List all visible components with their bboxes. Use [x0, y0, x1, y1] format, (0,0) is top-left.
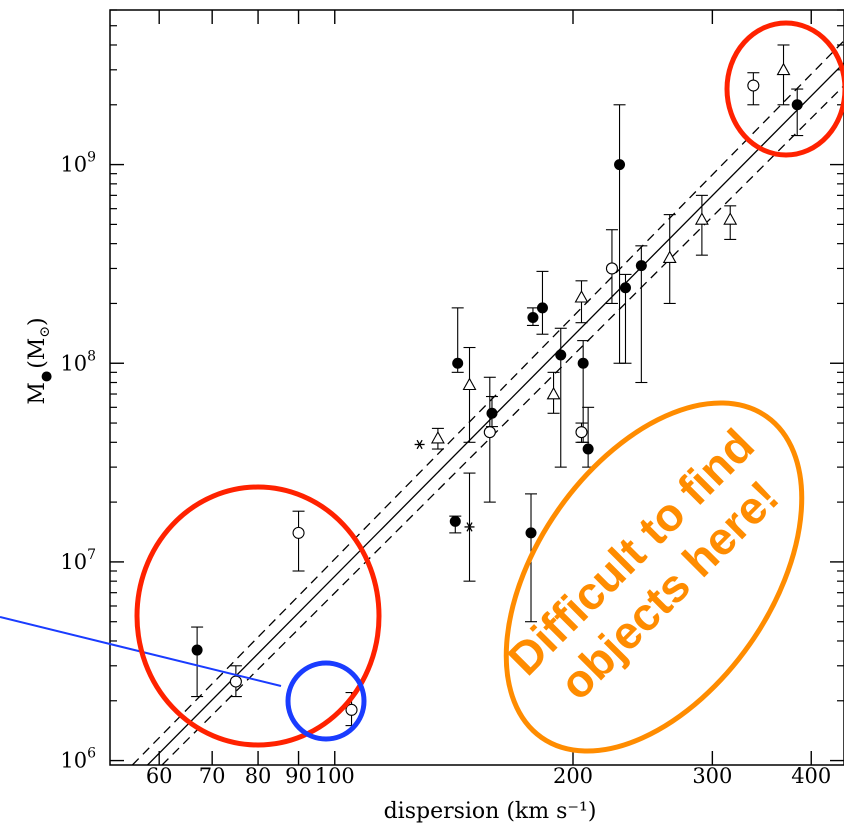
data-point-filled-circle: [526, 307, 539, 326]
x-tick-label: 300: [692, 764, 732, 788]
data-point-filled-circle: [619, 273, 632, 364]
data-point-filled-circle: [613, 104, 626, 364]
plot-frame: [109, 9, 844, 766]
data-point-open-triangle: [430, 427, 445, 450]
marker-filled-circle: [536, 302, 548, 314]
marker-open-circle: [229, 675, 242, 688]
marker-filled-circle: [635, 260, 647, 272]
marker-open-triangle: [430, 430, 445, 444]
marker-open-triangle: [662, 250, 677, 264]
marker-open-circle: [292, 526, 305, 539]
x-tick-label: 100: [315, 764, 355, 788]
y-axis-title-unit-close: ): [25, 317, 50, 326]
data-point-filled-circle: [191, 626, 204, 698]
x-tick-label: 90: [285, 764, 312, 788]
data-point-asterisk: [414, 439, 425, 450]
orange-ellipse: [503, 400, 805, 754]
marker-open-triangle: [546, 386, 561, 400]
tick-labels: 60 70 80 90 100 200 300 400 106 107 108 109: [60, 150, 831, 788]
x-tick-label: 60: [146, 764, 173, 788]
data-point-open-circle: [747, 72, 760, 106]
marker-filled-circle: [449, 515, 461, 527]
marker-open-triangle: [776, 62, 791, 76]
marker-filled-circle: [527, 311, 539, 323]
marker-filled-circle: [791, 99, 803, 111]
data-point-open-circle: [229, 665, 242, 698]
red-circle-high-mass: [724, 20, 844, 158]
data-point-open-circle: [605, 229, 619, 304]
marker-filled-circle: [614, 159, 626, 171]
marker-filled-circle: [582, 443, 594, 455]
data-point-filled-circle: [485, 395, 498, 428]
marker-filled-circle: [525, 527, 537, 539]
y-tick-label: 107: [60, 547, 96, 574]
data-point-open-triangle: [662, 214, 677, 304]
marker-open-circle: [747, 79, 760, 92]
x-tick-label: 400: [791, 764, 831, 788]
marker-filled-circle: [191, 644, 203, 656]
fit-line-dashed: [161, 85, 844, 765]
marker-open-circle: [483, 426, 496, 439]
annotation-shapes: [0, 20, 844, 754]
data-point-filled-circle: [536, 270, 549, 335]
marker-open-triangle: [574, 290, 589, 303]
data-point-filled-circle: [554, 327, 567, 468]
y-axis-title-unit: (M: [25, 338, 50, 369]
data-point-filled-circle: [451, 307, 464, 373]
data-point-open-triangle: [723, 205, 738, 240]
data-point-filled-circle: [635, 245, 648, 384]
y-tick-label: 108: [60, 348, 96, 375]
marker-open-triangle: [723, 212, 738, 225]
marker-filled-circle: [619, 282, 631, 294]
plot-border: [109, 9, 844, 766]
data-point-open-circle: [292, 510, 305, 572]
marker-asterisk-stroke: [416, 439, 423, 450]
data-point-open-triangle: [462, 346, 477, 443]
marker-filled-circle: [555, 349, 567, 361]
y-tick-label: 106: [60, 746, 96, 773]
y-tick-label: 109: [60, 150, 96, 177]
data-point-open-triangle: [574, 280, 589, 324]
marker-open-circle: [345, 703, 358, 716]
y-axis-title-sub: ●: [39, 371, 54, 382]
y-axis-title: M● (M⊙): [25, 317, 54, 404]
marker-filled-circle: [486, 407, 498, 419]
marker-filled-circle: [452, 357, 464, 369]
data-point-open-circle: [575, 422, 588, 443]
y-axis-title-unit-sub: ⊙: [37, 326, 53, 338]
data-point-open-triangle: [776, 44, 791, 106]
data-point-open-circle: [483, 376, 496, 503]
data-point-asterisk: [463, 472, 476, 582]
x-axis-title: dispersion (km s⁻¹): [384, 799, 597, 824]
x-tick-label: 80: [245, 764, 272, 788]
data-points: [191, 44, 804, 727]
marker-open-triangle: [462, 377, 477, 391]
data-point-filled-circle: [791, 88, 804, 137]
blue-circle-highlight: [285, 660, 367, 742]
x-tick-label: 200: [553, 764, 593, 788]
difficult-callout: Difficult to find objects here!: [498, 419, 789, 710]
data-point-filled-circle: [449, 515, 462, 534]
svg-text:M●(M⊙): M● (M⊙): [25, 317, 54, 404]
y-axis-title-main: M: [25, 382, 50, 405]
x-tick-label: 70: [199, 764, 226, 788]
marker-open-triangle: [694, 212, 709, 225]
data-point-open-triangle: [694, 194, 709, 256]
fit-line-dashed: [131, 40, 844, 765]
marker-open-circle: [575, 426, 588, 439]
red-circle-low-mass: [134, 484, 382, 748]
data-point-open-triangle: [546, 371, 561, 414]
data-point-filled-circle: [582, 406, 595, 468]
marker-open-circle: [605, 262, 619, 275]
marker-filled-circle: [577, 357, 589, 369]
marker-asterisk-stroke: [466, 522, 473, 532]
